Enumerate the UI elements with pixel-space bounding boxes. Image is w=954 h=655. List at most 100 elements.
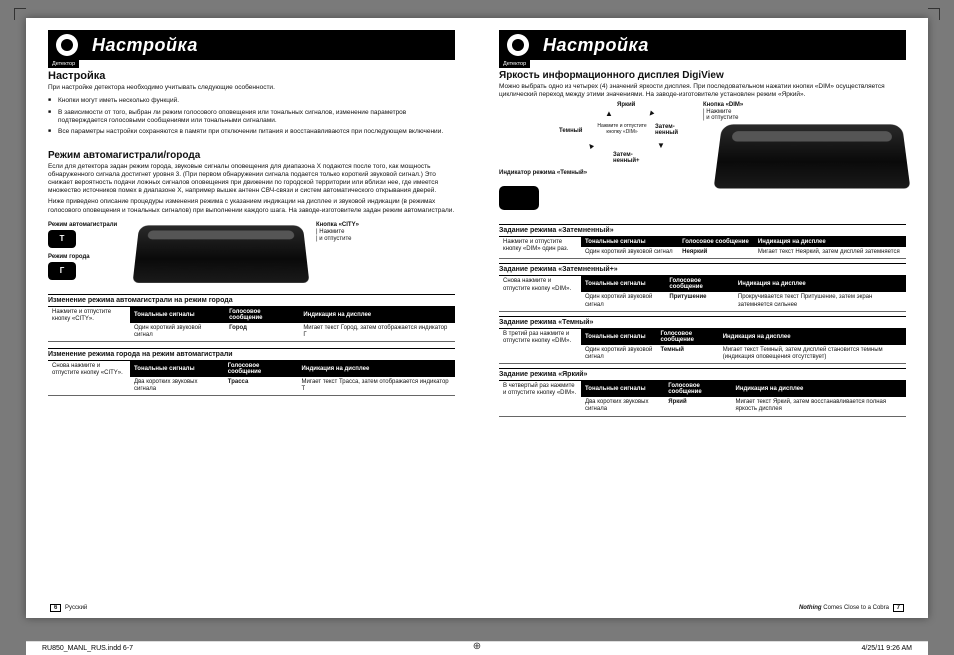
arrow-icon: ▼ [645, 109, 656, 120]
device-image [133, 225, 310, 283]
diagram-label: Затем-ненный [655, 124, 678, 136]
table-title: Задание режима «Затемненный» [499, 224, 906, 237]
feature-list: Кнопки могут иметь несколько функций. В … [48, 97, 455, 140]
table-title: Задание режима «Затемненный+» [499, 263, 906, 276]
action-cell: В третий раз нажмите и отпустите кнопку … [499, 329, 581, 364]
procedure-table: Нажмите и отпустите кнопку «DIM» один ра… [499, 237, 906, 259]
footer-text: Русский [65, 605, 87, 611]
file-name: RU850_MANL_RUS.indd 6-7 [42, 645, 133, 652]
mode-label: Режим автомагистрали [48, 222, 126, 228]
page-header: Настройка Детектор [499, 30, 906, 60]
page-header: Настройка Детектор [48, 30, 455, 60]
table-cell: Два коротких звуковых сигнала [581, 397, 664, 416]
mode-label: Режим города [48, 254, 126, 260]
table-header: Голосовое сообщение [664, 381, 731, 397]
footer-text: Comes Close to a Cobra [823, 605, 889, 611]
table-title: Изменение режима автомагистрали на режим… [48, 294, 455, 307]
button-hint: и отпустите [319, 236, 351, 242]
action-cell: Нажмите и отпустите кнопку «CITY». [48, 307, 130, 342]
table-header: Голосовое сообщение [665, 276, 733, 292]
table-cell: Мигает текст Трасса, затем отображается … [298, 377, 455, 396]
list-item: В зависимости от того, выбран ли режим г… [48, 109, 455, 126]
crop-mark-icon: ⊕ [473, 641, 481, 652]
body-text: Ниже приведено описание процедуры измене… [48, 198, 455, 214]
page-left: Настройка Детектор Настройка При настрой… [26, 18, 477, 618]
procedure-table: Снова нажмите и отпустите кнопку «DIM».Т… [499, 276, 906, 311]
page-footer: Nothing Comes Close to a Cobra 7 [799, 604, 906, 612]
table-cell: Прокручивается текст Притушение, затем э… [734, 292, 906, 311]
list-item: Кнопки могут иметь несколько функций. [48, 97, 455, 105]
action-cell: Снова нажмите и отпустите кнопку «DIM». [499, 276, 581, 311]
procedure-table: В четвертый раз нажмите и отпустите кноп… [499, 381, 906, 416]
page-footer: 6 Русский [48, 604, 87, 612]
table-header: Индикация на дисплее [754, 237, 906, 247]
indesign-status-bar: RU850_MANL_RUS.indd 6-7 ⊕ 4/25/11 9:26 A… [26, 641, 928, 655]
table-header: Тональные сигналы [581, 237, 678, 247]
table-header: Индикация на дисплее [298, 361, 455, 377]
button-name: Кнопка «CITY» [316, 222, 359, 228]
table-header: Тональные сигналы [130, 307, 225, 323]
table-header: Голосовое сообщение [656, 329, 718, 345]
table-header: Тональные сигналы [581, 329, 656, 345]
table-cell: Мигает текст Неяркий, затем дисплей зате… [754, 247, 906, 259]
brand-icon [56, 34, 78, 56]
table-header: Тональные сигналы [581, 276, 665, 292]
arrow-icon: ▼ [657, 142, 665, 150]
table-header: Тональные сигналы [130, 361, 224, 377]
table-cell: Притушение [665, 292, 733, 311]
intro-text: Можно выбрать одно из четырех (4) значен… [499, 83, 906, 99]
body-text: Если для детектора задан режим города, з… [48, 163, 455, 196]
table-header: Индикация на дисплее [299, 307, 455, 323]
timestamp: 4/25/11 9:26 AM [862, 645, 912, 652]
header-tab: Детектор [499, 60, 530, 68]
brand-icon [507, 34, 529, 56]
table-cell: Мигает текст Яркий, затем восстанавливае… [732, 397, 906, 416]
table-cell: Яркий [664, 397, 731, 416]
header-tab: Детектор [48, 60, 79, 68]
table-cell: Мигает текст Город, затем отображается и… [299, 323, 455, 342]
display-chip: Г [48, 262, 76, 280]
table-cell: Один короткий звуковой сигнал [581, 345, 656, 364]
page-right: Настройка Детектор Яркость информационно… [477, 18, 928, 618]
diagram-label: Яркий [617, 102, 635, 108]
table-cell: Неяркий [678, 247, 754, 259]
brightness-cycle-diagram: Яркий ▲ ▼ Темный Затем-ненный Нажмите и … [499, 102, 906, 218]
diagram-label: Темный [559, 128, 583, 134]
action-cell: Снова нажмите и отпустите кнопку «CITY». [48, 361, 130, 396]
diagram-label: Затем-ненный+ [613, 152, 640, 164]
table-cell: Мигает текст Темный, затем дисплей стано… [719, 345, 906, 364]
header-title: Настройка [92, 35, 198, 56]
diagram-note: Нажмите и отпустите кнопку «DIM» [597, 124, 647, 135]
button-hint: Нажмите [319, 229, 344, 235]
diagram-label: Индикатор режима «Темный» [499, 170, 587, 176]
table-title: Изменение режима города на режим автомаг… [48, 348, 455, 361]
intro-text: При настройке детектора необходимо учиты… [48, 84, 455, 92]
procedure-table: В третий раз нажмите и отпустите кнопку … [499, 329, 906, 364]
subsection-heading: Режим автомагистрали/города [48, 150, 455, 161]
section-heading: Настройка [48, 70, 455, 82]
table-cell: Один короткий звуковой сигнал [130, 323, 225, 342]
table-title: Задание режима «Яркий» [499, 368, 906, 381]
table-header: Индикация на дисплее [734, 276, 906, 292]
table-cell: Один короткий звуковой сигнал [581, 247, 678, 259]
table-header: Индикация на дисплее [719, 329, 906, 345]
table-header: Голосовое сообщение [224, 361, 298, 377]
action-cell: В четвертый раз нажмите и отпустите кноп… [499, 381, 581, 416]
procedure-table: Снова нажмите и отпустите кнопку «CITY».… [48, 361, 455, 396]
table-title: Задание режима «Темный» [499, 316, 906, 329]
page-number: 6 [50, 604, 61, 612]
device-illustration-row: Режим автомагистрали T Режим города Г Кн… [48, 222, 455, 286]
header-title: Настройка [543, 35, 649, 56]
table-header: Индикация на дисплее [732, 381, 906, 397]
table-cell: Один короткий звуковой сигнал [581, 292, 665, 311]
display-chip [499, 186, 539, 210]
procedure-table: Нажмите и отпустите кнопку «CITY». Тонал… [48, 307, 455, 342]
list-item: Все параметры настройки сохраняются в па… [48, 128, 455, 136]
device-image [714, 125, 911, 189]
arrow-icon: ▲ [585, 141, 596, 152]
document-spread: Настройка Детектор Настройка При настрой… [26, 18, 928, 618]
table-header: Голосовое сообщение [225, 307, 299, 323]
table-cell: Два коротких звуковых сигнала [130, 377, 224, 396]
page-number: 7 [893, 604, 904, 612]
section-heading: Яркость информационного дисплея DigiView [499, 70, 906, 81]
